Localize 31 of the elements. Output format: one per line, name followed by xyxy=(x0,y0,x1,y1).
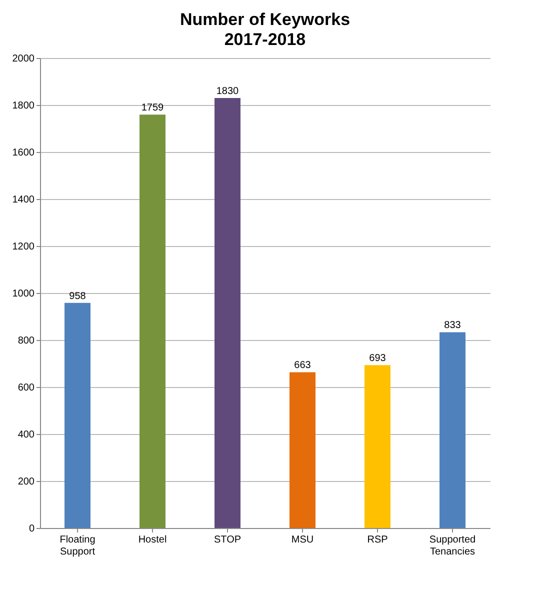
x-tick-label: MSU xyxy=(291,534,314,546)
data-label: 958 xyxy=(69,290,86,302)
bar xyxy=(364,365,390,528)
y-tick-label: 2000 xyxy=(12,54,35,64)
x-tick-label: Supported Tenancies xyxy=(429,534,476,558)
chart-subtitle: 2017-2018 xyxy=(224,30,306,49)
y-tick-label: 1800 xyxy=(12,100,35,112)
x-tick-label: Floating Support xyxy=(60,534,96,558)
y-tick-label: 1000 xyxy=(12,288,35,300)
bar xyxy=(140,114,166,528)
y-tick-label: 1400 xyxy=(12,194,35,206)
y-tick-label: 400 xyxy=(18,430,35,440)
y-tick-label: 1200 xyxy=(12,242,35,252)
x-tick-label: STOP xyxy=(214,534,242,546)
data-label: 693 xyxy=(369,353,386,364)
chart-title: Number of Keyworks xyxy=(180,10,350,29)
bar xyxy=(214,98,240,528)
y-tick-label: 200 xyxy=(18,476,35,488)
bar xyxy=(290,372,316,528)
data-label: 1759 xyxy=(141,102,164,114)
bar xyxy=(64,302,90,528)
y-tick-label: 1600 xyxy=(12,148,35,158)
y-tick-label: 600 xyxy=(18,382,35,394)
x-tick-label: Hostel xyxy=(138,534,167,546)
data-label: 1830 xyxy=(216,86,240,97)
data-label: 663 xyxy=(294,360,312,372)
y-tick-label: 0 xyxy=(28,524,35,534)
data-label: 833 xyxy=(444,320,462,332)
x-tick-label: RSP xyxy=(367,534,388,546)
bar xyxy=(440,332,466,528)
y-tick-label: 800 xyxy=(18,336,35,346)
